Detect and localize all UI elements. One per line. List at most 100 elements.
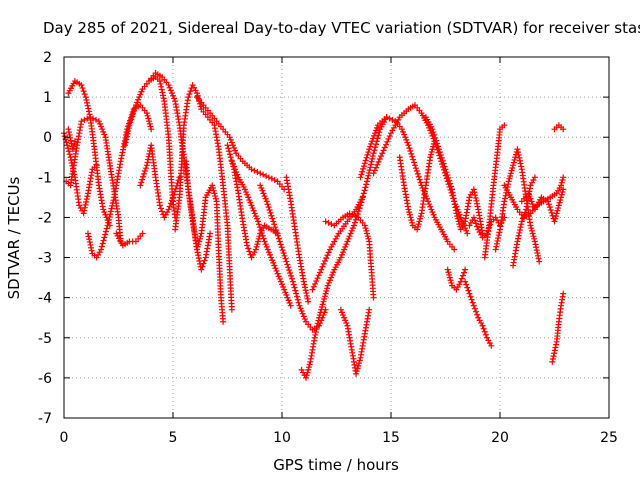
data-point [360,163,367,170]
data-point [289,278,296,285]
data-point [444,172,451,179]
data-point [427,203,434,210]
data-point [375,158,382,165]
data-point [310,283,317,290]
data-point [369,155,376,162]
data-point [274,270,281,277]
data-point [459,272,466,279]
data-point [260,190,267,197]
data-point [482,331,489,338]
data-point [470,302,477,309]
data-point [268,212,275,219]
data-point [158,86,165,93]
data-point [444,266,451,273]
data-point [560,126,567,133]
series-sat-af [510,174,538,269]
data-point [370,170,377,177]
data-point [370,150,377,157]
data-point [373,164,380,171]
data-point [138,179,145,186]
data-point [558,182,565,189]
data-point [461,269,468,276]
data-point [408,150,415,157]
series-sat-h [137,142,183,221]
data-point [427,151,434,158]
data-point [528,225,535,232]
data-point [458,217,465,224]
data-point [185,94,192,101]
data-point [403,136,410,143]
x-axis-label: GPS time / hours [273,456,399,474]
data-point [226,148,233,155]
data-point [427,154,434,161]
data-point [353,370,360,377]
data-point [102,228,109,235]
data-point [356,360,363,367]
data-point [519,215,526,222]
data-point [265,249,272,256]
data-point [426,201,433,208]
data-point [245,194,252,201]
data-point [378,153,385,160]
data-point [260,171,267,178]
data-point [194,243,201,250]
data-point [364,151,371,158]
data-point [495,232,502,239]
data-point [531,235,538,242]
data-point [321,296,328,303]
data-point [402,134,409,141]
data-point [536,258,543,265]
data-point [532,241,539,248]
data-point [85,233,92,240]
data-point [364,233,371,240]
data-point [362,157,369,164]
data-point [507,172,514,179]
data-point [107,211,114,218]
data-point [171,188,178,195]
data-point [363,227,370,234]
data-point [369,153,376,160]
data-point [170,194,176,201]
series-sat-ag [549,290,567,365]
data-point [231,163,238,170]
data-point [349,211,356,218]
data-point [304,369,311,376]
data-point [71,138,78,145]
y-tick-label: -7 [38,411,52,427]
data-point [370,294,377,301]
data-point [399,128,406,135]
series-sat-q [298,114,390,381]
data-point [516,227,523,234]
data-point [366,146,373,153]
data-point [280,249,287,256]
data-point [361,222,368,229]
data-point [322,290,329,297]
data-point [318,266,325,273]
series-sat-s [322,210,377,301]
data-point [356,357,363,364]
data-point [267,251,274,258]
data-point [255,221,262,228]
data-point [516,157,523,164]
data-point [254,241,261,248]
data-point [359,168,366,175]
data-point [479,322,486,329]
data-point [100,206,107,213]
data-point [306,361,313,368]
data-point [283,258,290,265]
data-point [464,284,471,291]
data-point [454,213,461,220]
data-point [381,144,388,151]
data-point [470,214,477,221]
data-point [284,294,291,301]
data-point [288,275,295,282]
data-point [101,209,108,216]
data-point [102,231,109,238]
data-point [228,158,235,165]
data-point [471,305,478,312]
data-point [552,344,559,351]
data-point [320,260,327,267]
data-point [321,257,328,264]
x-tick-label: 25 [600,430,618,446]
data-point [367,161,374,168]
